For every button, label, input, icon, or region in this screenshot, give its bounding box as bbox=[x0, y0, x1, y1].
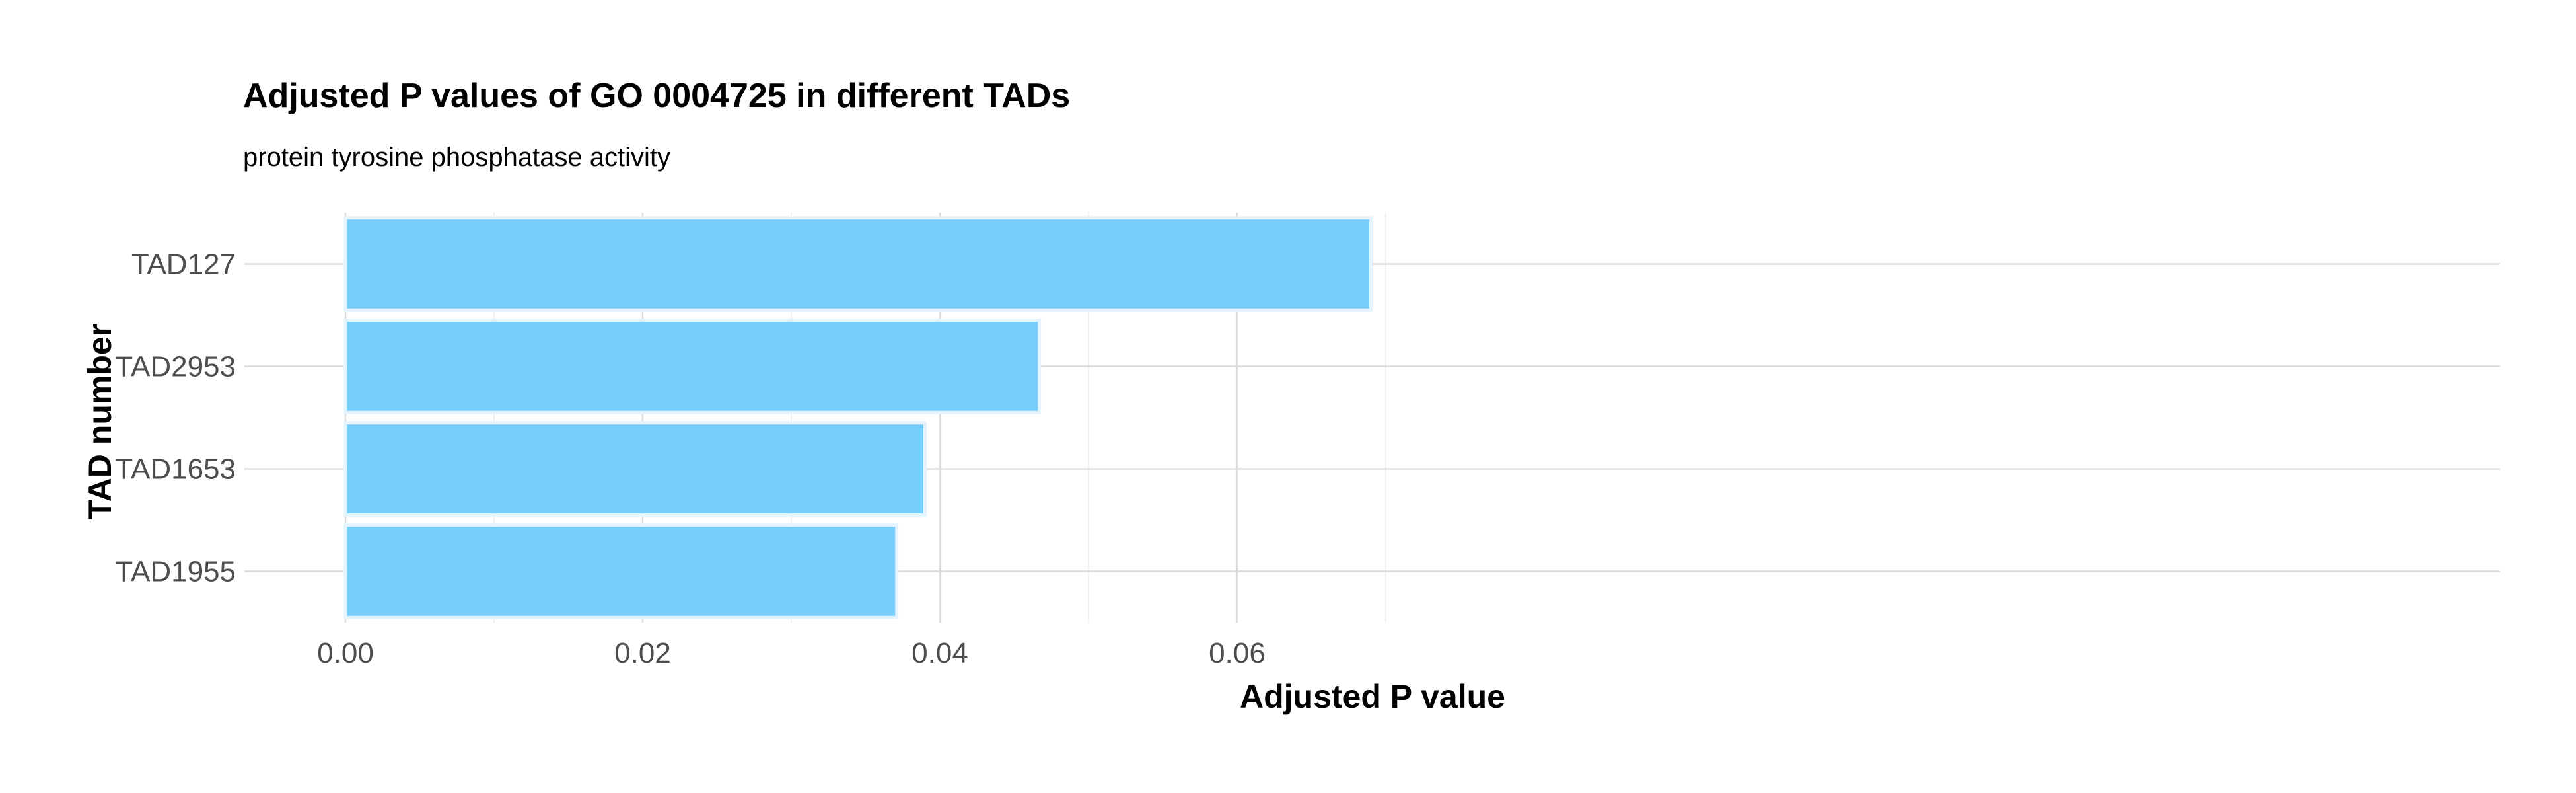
bar-tad1653 bbox=[343, 421, 927, 517]
y-tick-label: TAD1653 bbox=[115, 453, 236, 486]
x-tick-label: 0.00 bbox=[317, 637, 374, 669]
x-axis-ticks: 0.00 0.02 0.04 0.06 bbox=[317, 637, 1266, 669]
y-axis-title: TAD number bbox=[81, 324, 118, 519]
y-axis-ticks: TAD127 TAD2953 TAD1653 TAD1955 bbox=[115, 248, 236, 588]
bar-tad127 bbox=[343, 216, 1373, 312]
chart-title: Adjusted P values of GO 0004725 in diffe… bbox=[243, 77, 1070, 115]
y-tick-label: TAD2953 bbox=[115, 351, 236, 383]
bar-tad2953 bbox=[343, 319, 1042, 414]
y-tick-label: TAD127 bbox=[131, 248, 236, 281]
x-tick-label: 0.06 bbox=[1209, 637, 1266, 669]
x-tick-label: 0.02 bbox=[614, 637, 671, 669]
bars bbox=[343, 216, 1373, 619]
y-tick-label: TAD1955 bbox=[115, 556, 236, 588]
x-tick-label: 0.04 bbox=[912, 637, 968, 669]
bar-tad1955 bbox=[343, 523, 899, 619]
chart-subtitle: protein tyrosine phosphatase activity bbox=[243, 143, 670, 172]
x-axis-title: Adjusted P value bbox=[1240, 678, 1505, 715]
